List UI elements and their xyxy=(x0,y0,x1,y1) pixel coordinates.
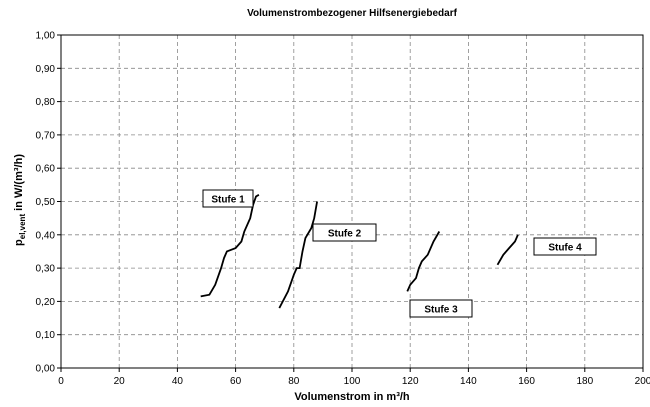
series-label: Stufe 4 xyxy=(548,243,582,254)
y-label-main: p xyxy=(13,239,25,246)
y-tick-label: 0,90 xyxy=(36,64,56,75)
series-label: Stufe 1 xyxy=(211,195,245,206)
series-line xyxy=(406,231,441,292)
x-tick-label: 0 xyxy=(58,376,64,387)
x-tick-label: 20 xyxy=(114,376,126,387)
series-line xyxy=(278,201,318,309)
y-tick-label: 0,70 xyxy=(36,130,56,141)
x-tick-label: 80 xyxy=(288,376,300,387)
y-tick-label: 0,40 xyxy=(36,230,56,241)
series-label-box xyxy=(409,299,473,318)
x-tick-label: 140 xyxy=(460,376,477,387)
series-label-box xyxy=(202,189,254,208)
series-line xyxy=(496,234,519,266)
series-label-box xyxy=(312,223,377,242)
y-tick-label: 0,10 xyxy=(36,330,56,341)
x-tick-label: 120 xyxy=(402,376,419,387)
x-axis-label: Volumenstrom in m³/h xyxy=(294,391,410,403)
plot-frame xyxy=(60,34,644,369)
y-tick-label: 0,30 xyxy=(36,264,56,275)
series-line xyxy=(200,194,260,298)
x-tick-label: 200 xyxy=(635,376,650,387)
series-label-box xyxy=(533,237,597,256)
x-tick-label: 40 xyxy=(172,376,184,387)
x-tick-label: 60 xyxy=(230,376,242,387)
y-label-rest: in W/(m³/h) xyxy=(13,154,25,214)
x-tick-label: 100 xyxy=(344,376,361,387)
y-label-sub: el,vent xyxy=(18,214,27,240)
y-tick-label: 0,60 xyxy=(36,164,56,175)
x-tick-label: 160 xyxy=(518,376,535,387)
x-tick-label: 180 xyxy=(576,376,593,387)
series-label: Stufe 3 xyxy=(424,305,458,316)
chart-title: Volumenstrombezogener Hilfsenergiebedarf xyxy=(247,8,458,19)
y-tick-label: 0,80 xyxy=(36,97,56,108)
y-axis-label: pel,vent in W/(m³/h) xyxy=(13,154,27,246)
y-tick-label: 0,00 xyxy=(36,364,56,375)
y-tick-label: 0,50 xyxy=(36,197,56,208)
y-tick-label: 0,20 xyxy=(36,297,56,308)
y-tick-label: 1,00 xyxy=(36,31,56,42)
series-label: Stufe 2 xyxy=(328,229,362,240)
